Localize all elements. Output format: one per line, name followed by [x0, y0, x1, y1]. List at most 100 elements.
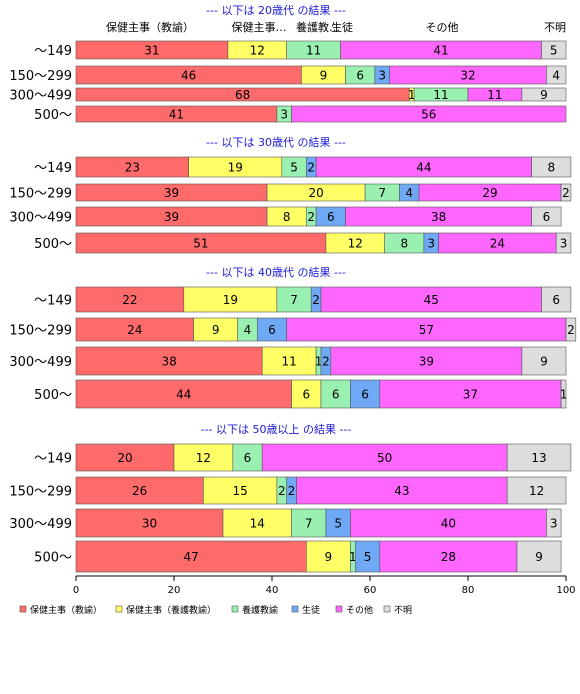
data-label: 5: [550, 44, 558, 58]
data-label: 20: [117, 451, 132, 465]
bar-segment: [261, 346, 317, 376]
data-label: 9: [320, 69, 328, 83]
data-label: 12: [196, 451, 211, 465]
data-label: 5: [334, 517, 342, 531]
data-label: 6: [302, 388, 310, 402]
panel-title: --- 以下は 40歳代 の結果 ---: [206, 265, 346, 279]
data-label: 11: [433, 88, 448, 102]
bar-segment: [291, 105, 567, 123]
data-label: 6: [332, 388, 340, 402]
data-label: 20: [308, 186, 323, 200]
bar-segment: [521, 87, 567, 102]
legend-swatch: [383, 605, 391, 613]
category-label: 300～499: [9, 517, 72, 532]
data-label: 11: [306, 44, 321, 58]
category-label: 500～: [34, 551, 72, 566]
category-label: 500～: [34, 108, 72, 123]
data-label: 8: [547, 161, 555, 175]
data-label: 47: [184, 550, 199, 564]
column-header: 不明: [544, 21, 566, 34]
category-label: 500～: [34, 237, 72, 252]
legend-swatch: [231, 605, 239, 613]
data-label: 19: [223, 293, 238, 307]
bar-segment: [296, 476, 508, 505]
x-tick-label: 60: [364, 585, 377, 596]
data-label: 2: [278, 484, 286, 498]
category-label: ～149: [34, 452, 72, 467]
data-label: 41: [433, 44, 448, 58]
data-label: 3: [427, 237, 435, 251]
data-label: 2: [567, 323, 575, 337]
legend-label: 生徒: [302, 604, 320, 616]
bar-segment: [354, 540, 381, 573]
bar-segment: [222, 508, 292, 538]
bar-segment: [565, 317, 577, 342]
bar-segment: [75, 476, 204, 505]
data-label: 14: [250, 517, 265, 531]
bar-segment: [541, 286, 572, 313]
data-label: 7: [305, 517, 313, 531]
data-label: 31: [144, 44, 159, 58]
category-label: 500～: [34, 388, 72, 403]
bar-segment: [541, 40, 567, 60]
bar-segment: [516, 540, 562, 573]
data-label: 50: [377, 451, 392, 465]
data-label: 44: [416, 161, 431, 175]
data-label: 9: [535, 550, 543, 564]
x-tick-label: 80: [462, 585, 475, 596]
category-label: ～149: [34, 161, 72, 176]
bar-segment: [330, 346, 523, 376]
data-label: 7: [290, 293, 298, 307]
legend-label: 保健主事（教諭）: [30, 604, 102, 616]
category-label: ～149: [34, 294, 72, 309]
x-tick-label: 0: [73, 585, 79, 596]
data-label: 11: [487, 88, 502, 102]
data-label: 2: [307, 210, 315, 224]
data-label: 3: [550, 517, 558, 531]
bar-segment: [203, 476, 278, 505]
column-header: 生徒: [331, 20, 353, 34]
x-tick-label: 100: [556, 585, 575, 596]
data-label: 1: [560, 388, 568, 402]
legend-label: 保健主事（養護教諭）: [126, 604, 216, 616]
bar-segment: [506, 443, 572, 472]
data-label: 41: [169, 108, 184, 122]
data-label: 6: [356, 69, 364, 83]
data-label: 1: [408, 88, 416, 102]
data-label: 4: [552, 69, 560, 83]
data-label: 5: [290, 161, 298, 175]
data-label: 2: [312, 293, 320, 307]
panel-title: --- 以下は 30歳代 の結果 ---: [206, 135, 346, 149]
x-tick-label: 20: [168, 585, 181, 596]
bar-segment: [379, 379, 562, 409]
legend-swatch: [335, 605, 343, 613]
data-label: 6: [552, 293, 560, 307]
bar-segment: [546, 508, 562, 538]
legend-swatch: [19, 605, 27, 613]
bar-segment: [546, 65, 567, 85]
bar-segment: [531, 156, 572, 178]
data-label: 12: [250, 44, 265, 58]
data-label: 19: [228, 161, 243, 175]
data-label: 6: [361, 388, 369, 402]
data-label: 8: [283, 210, 291, 224]
bar-segment: [350, 508, 547, 538]
data-label: 30: [142, 517, 157, 531]
data-label: 6: [268, 323, 276, 337]
bar-segment: [75, 508, 224, 538]
legend-label: 養護教諭: [242, 604, 278, 616]
legend-label: その他: [346, 604, 373, 616]
data-label: 44: [176, 388, 191, 402]
data-label: 9: [540, 88, 548, 102]
x-tick-label: 40: [266, 585, 279, 596]
bar-segment: [506, 476, 567, 505]
data-label: 9: [325, 550, 333, 564]
data-label: 26: [132, 484, 147, 498]
data-label: 15: [233, 484, 248, 498]
data-label: 56: [421, 108, 436, 122]
data-label: 3: [560, 237, 568, 251]
data-label: 32: [460, 69, 475, 83]
data-label: 23: [125, 161, 140, 175]
data-label: 12: [529, 484, 544, 498]
